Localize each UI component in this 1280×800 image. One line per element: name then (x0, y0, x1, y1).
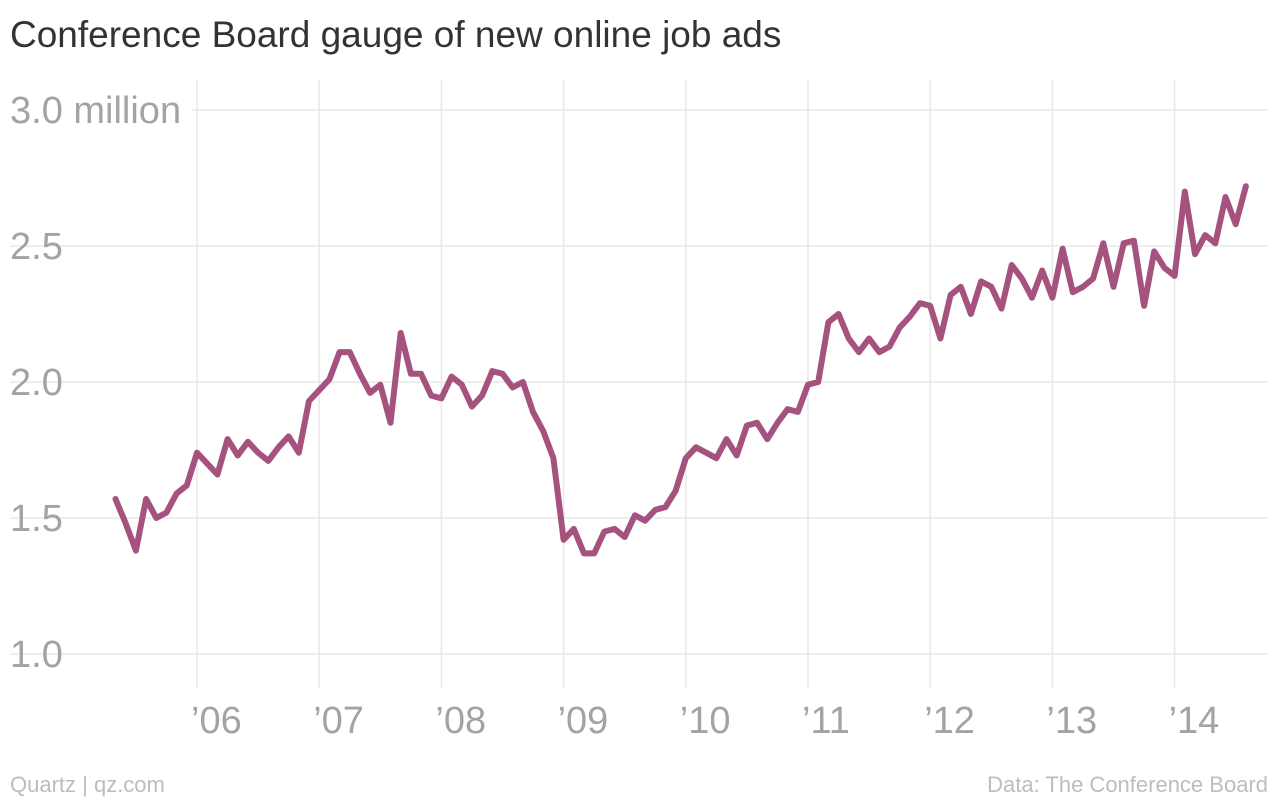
x-tick-label: ’08 (435, 700, 486, 742)
footer-source-credit: Quartz | qz.com (10, 772, 165, 797)
x-tick-label: ’11 (802, 700, 850, 742)
x-tick-label: ’10 (680, 700, 731, 742)
vertical-gridlines (196, 80, 1176, 688)
label-backdrop (8, 90, 192, 138)
x-tick-label: ’12 (924, 700, 975, 742)
y-tick-label: 3.0 million (10, 90, 181, 132)
y-tick-label: 2.5 (10, 226, 63, 268)
y-axis-tick-labels: 1.0 1.5 2.0 2.5 3.0 million (8, 90, 192, 676)
x-tick-label: ’07 (313, 700, 364, 742)
chart-title: Conference Board gauge of new online job… (10, 14, 782, 55)
x-tick-label: ’13 (1046, 700, 1097, 742)
footer-data-credit: Data: The Conference Board (987, 772, 1268, 797)
horizontal-gridlines (10, 109, 1268, 655)
x-tick-label: ’14 (1169, 700, 1220, 742)
series-line (112, 183, 1249, 557)
x-tick-label: ’06 (191, 700, 242, 742)
y-tick-label: 1.0 (10, 634, 63, 676)
x-axis-tick-labels: ’06 ’07 ’08 ’09 ’10 ’11 ’12 ’13 ’14 (191, 700, 1219, 742)
y-tick-label: 1.5 (10, 498, 63, 540)
x-tick-label: ’09 (558, 700, 609, 742)
y-tick-label: 2.0 (10, 362, 63, 404)
